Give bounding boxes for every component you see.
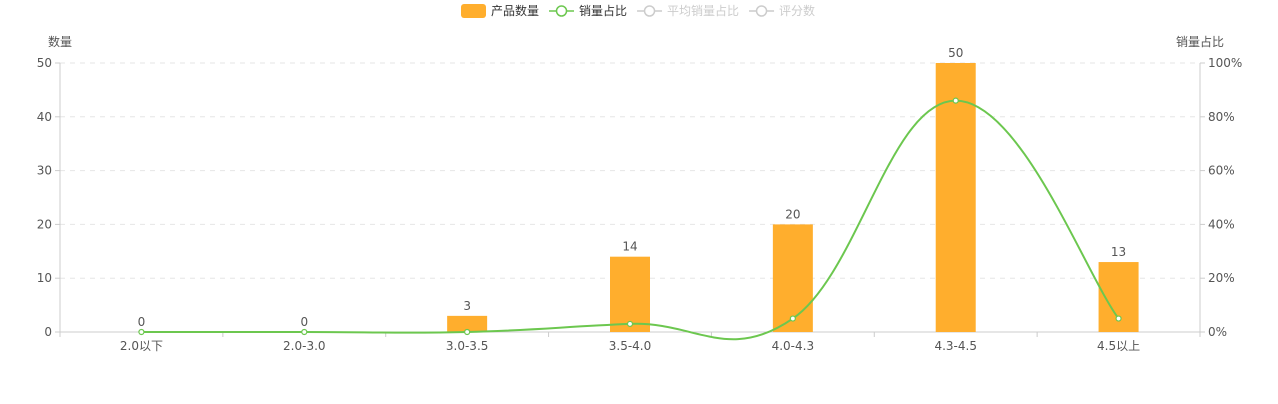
x-tick-label: 4.0-4.3	[772, 339, 815, 353]
line-point[interactable]	[789, 315, 796, 322]
x-tick-label: 3.5-4.0	[609, 339, 652, 353]
line-point[interactable]	[1115, 315, 1122, 322]
legend-label: 销量占比	[579, 3, 627, 18]
bar-value-label: 0	[300, 315, 308, 329]
y-right-tick-label: 0%	[1208, 325, 1227, 339]
legend-item[interactable]: 产品数量	[461, 3, 539, 18]
grid-lines	[60, 62, 1200, 279]
sales-share-line	[141, 99, 1120, 341]
legend-item[interactable]: 评分数	[749, 3, 815, 18]
y-right-tick-label: 20%	[1208, 271, 1235, 285]
bar-value-label: 0	[138, 315, 146, 329]
x-tick-label: 4.5以上	[1097, 339, 1140, 353]
line-point[interactable]	[952, 97, 959, 104]
bar-value-label: 50	[948, 46, 963, 60]
legend-label: 平均销量占比	[667, 3, 739, 18]
y-left-tick-label: 20	[37, 217, 52, 231]
y-axis-right-title: 销量占比	[1176, 34, 1224, 49]
y-right-tick-label: 80%	[1208, 110, 1235, 124]
bar-value-label: 3	[463, 299, 471, 313]
y-right-tick-label: 100%	[1208, 56, 1242, 70]
bar[interactable]	[447, 315, 488, 332]
legend-line-icon	[643, 5, 656, 17]
legend-label: 产品数量	[491, 3, 539, 18]
y-left-tick-label: 10	[37, 271, 52, 285]
legend-label: 评分数	[779, 3, 815, 18]
bar-value-label: 20	[785, 207, 800, 221]
y-axis-left-title: 数量	[48, 34, 72, 49]
y-left-tick-label: 40	[37, 110, 52, 124]
line-point[interactable]	[301, 328, 308, 336]
y-left-tick-label: 50	[37, 56, 52, 70]
x-tick-label: 2.0以下	[120, 339, 163, 353]
bar[interactable]	[610, 256, 650, 332]
x-tick-label: 2.0-3.0	[283, 339, 326, 353]
y-right-tick-label: 60%	[1208, 164, 1235, 178]
y-left-tick-label: 30	[37, 164, 52, 178]
line-series	[138, 97, 1122, 341]
bar-series: 0 0 3 14 20 50 13	[138, 46, 1139, 332]
y-right-tick-label: 40%	[1208, 217, 1235, 231]
bar[interactable]	[935, 63, 976, 332]
bar-value-label: 14	[622, 240, 637, 254]
legend-item[interactable]: 销量占比	[549, 3, 627, 18]
bar[interactable]	[772, 224, 813, 332]
y-left-tick-label: 0	[44, 325, 52, 339]
legend-item[interactable]: 平均销量占比	[637, 3, 739, 18]
legend-line-icon	[555, 5, 568, 17]
x-tick-label: 4.3-4.5	[934, 339, 977, 353]
x-tick-label: 3.0-3.5	[446, 339, 489, 353]
legend-line-icon	[755, 5, 768, 17]
line-point[interactable]	[626, 320, 634, 328]
bar-value-label: 13	[1111, 245, 1126, 259]
line-point[interactable]	[464, 328, 471, 336]
line-point[interactable]	[138, 328, 145, 336]
legend[interactable]: 产品数量 销量占比 平均销量占比 评分数	[461, 3, 815, 18]
legend-bar-icon	[461, 4, 486, 18]
